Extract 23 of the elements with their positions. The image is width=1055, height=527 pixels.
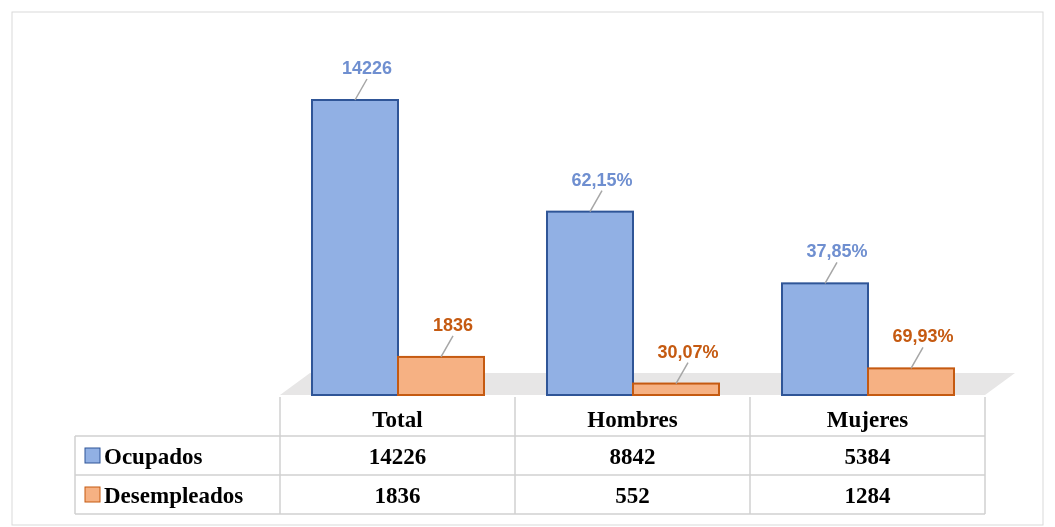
annotation: 30,07% bbox=[657, 341, 719, 362]
x-tick-label: Mujeres bbox=[826, 407, 909, 432]
bar bbox=[397, 355, 485, 396]
x-tick-label: Hombres bbox=[587, 407, 678, 432]
annotation: 37,85% bbox=[806, 241, 868, 262]
legend-label: Desempleados bbox=[104, 483, 244, 508]
annotation: 69,93% bbox=[892, 326, 954, 347]
data-label: 14226 bbox=[368, 444, 427, 469]
data-label: 8842 bbox=[609, 444, 656, 469]
bar bbox=[632, 382, 720, 396]
legend-label: Ocupados bbox=[104, 444, 203, 469]
annotation: 1836 bbox=[432, 314, 474, 335]
bar bbox=[311, 99, 399, 396]
data-label: 5384 bbox=[844, 444, 891, 469]
annotation: 14226 bbox=[341, 58, 393, 78]
data-label: 1284 bbox=[844, 483, 891, 508]
data-label: 1836 bbox=[374, 483, 421, 508]
annotation: 62,15% bbox=[571, 169, 633, 190]
x-tick-label: Total bbox=[372, 407, 423, 432]
bar bbox=[867, 367, 955, 396]
bar bbox=[546, 210, 634, 396]
bar bbox=[781, 282, 869, 396]
data-label: 552 bbox=[615, 483, 650, 508]
